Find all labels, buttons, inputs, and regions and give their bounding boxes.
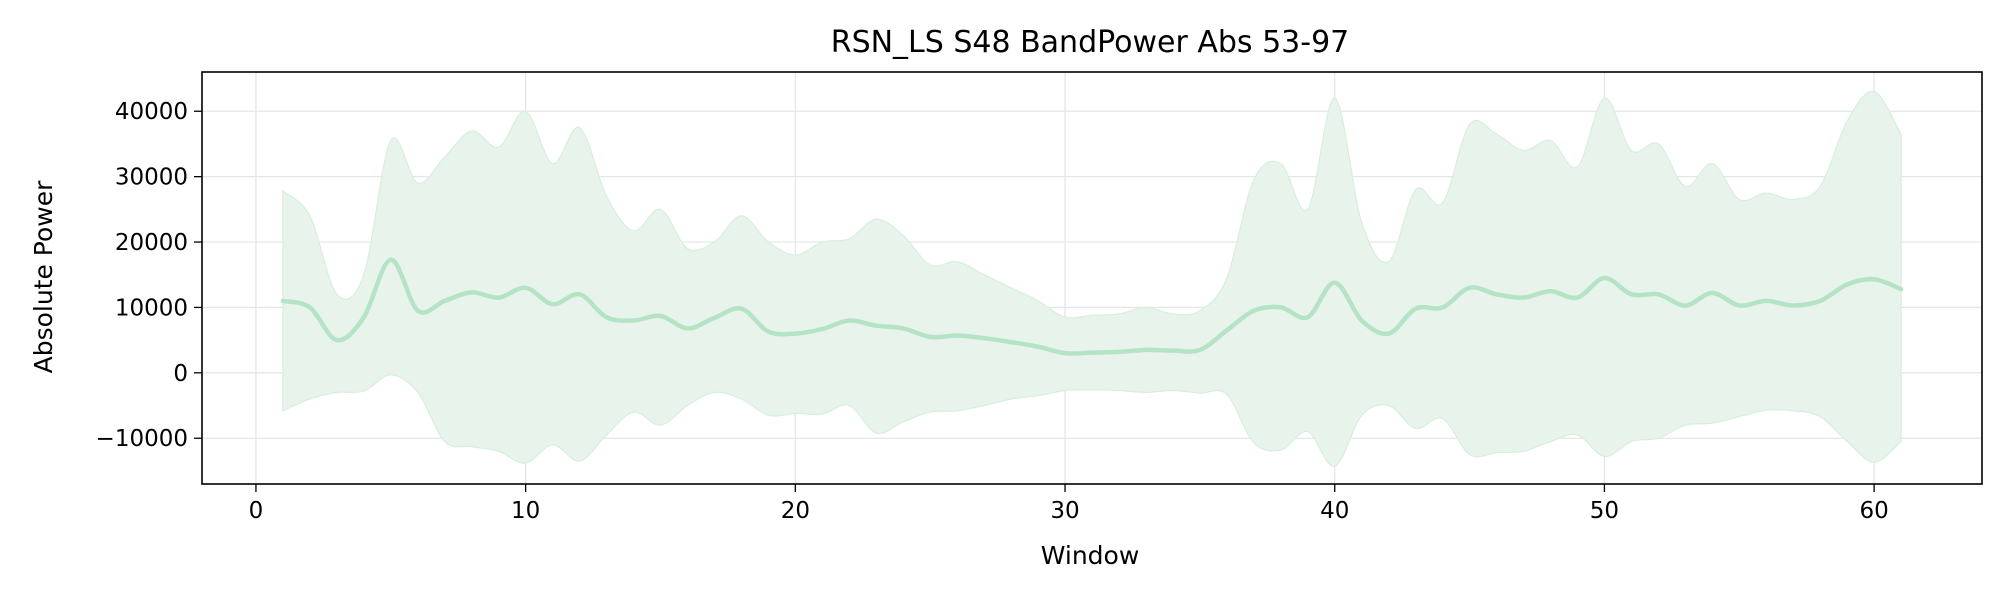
plot-frame (201, 71, 1983, 485)
x-tick-label: 20 (781, 498, 810, 524)
std-band (282, 90, 1902, 467)
mean-line (280, 257, 1904, 356)
x-axis-label: Window (1041, 541, 1140, 570)
x-tick-label: 50 (1590, 498, 1619, 524)
y-tick-label: 30000 (115, 165, 188, 191)
y-tick-label: 40000 (115, 99, 188, 125)
x-tick-label: 40 (1320, 498, 1349, 524)
std-band-area (282, 90, 1902, 467)
chart-title: RSN_LS S48 BandPower Abs 53-97 (831, 25, 1350, 60)
y-axis-label: Absolute Power (29, 180, 58, 374)
axis-ticks: 0 10 20 30 40 50 60 −10000 0 10000 20000 30000 40000 (96, 99, 1889, 524)
y-tick-label: −10000 (96, 426, 188, 452)
y-tick-label: 10000 (115, 295, 188, 321)
x-tick-label: 10 (511, 498, 540, 524)
mean-line-group (280, 257, 1904, 356)
y-tick-label: 0 (173, 361, 188, 387)
y-tick-label: 20000 (115, 230, 188, 256)
x-tick-label: 30 (1050, 498, 1079, 524)
x-tick-label: 60 (1859, 498, 1888, 524)
x-tick-label: 0 (249, 498, 264, 524)
